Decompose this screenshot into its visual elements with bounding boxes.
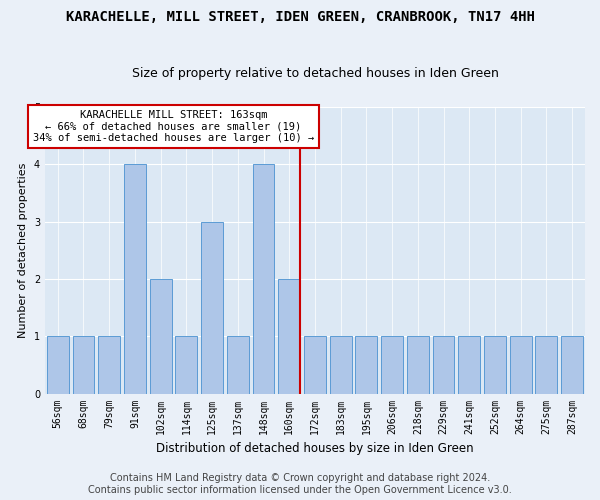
Bar — [433, 336, 454, 394]
Bar — [253, 164, 274, 394]
Bar — [201, 222, 223, 394]
X-axis label: Distribution of detached houses by size in Iden Green: Distribution of detached houses by size … — [156, 442, 474, 455]
Bar — [150, 279, 172, 394]
Bar — [355, 336, 377, 394]
Bar — [98, 336, 120, 394]
Bar — [278, 279, 300, 394]
Bar — [330, 336, 352, 394]
Bar — [561, 336, 583, 394]
Bar — [227, 336, 249, 394]
Bar — [535, 336, 557, 394]
Bar — [304, 336, 326, 394]
Bar — [381, 336, 403, 394]
Text: KARACHELLE, MILL STREET, IDEN GREEN, CRANBROOK, TN17 4HH: KARACHELLE, MILL STREET, IDEN GREEN, CRA… — [65, 10, 535, 24]
Y-axis label: Number of detached properties: Number of detached properties — [18, 162, 28, 338]
Bar — [484, 336, 506, 394]
Bar — [458, 336, 480, 394]
Bar — [510, 336, 532, 394]
Bar — [47, 336, 69, 394]
Title: Size of property relative to detached houses in Iden Green: Size of property relative to detached ho… — [131, 66, 499, 80]
Bar — [175, 336, 197, 394]
Bar — [124, 164, 146, 394]
Text: Contains HM Land Registry data © Crown copyright and database right 2024.
Contai: Contains HM Land Registry data © Crown c… — [88, 474, 512, 495]
Bar — [407, 336, 429, 394]
Text: KARACHELLE MILL STREET: 163sqm
← 66% of detached houses are smaller (19)
34% of : KARACHELLE MILL STREET: 163sqm ← 66% of … — [33, 110, 314, 143]
Bar — [73, 336, 94, 394]
